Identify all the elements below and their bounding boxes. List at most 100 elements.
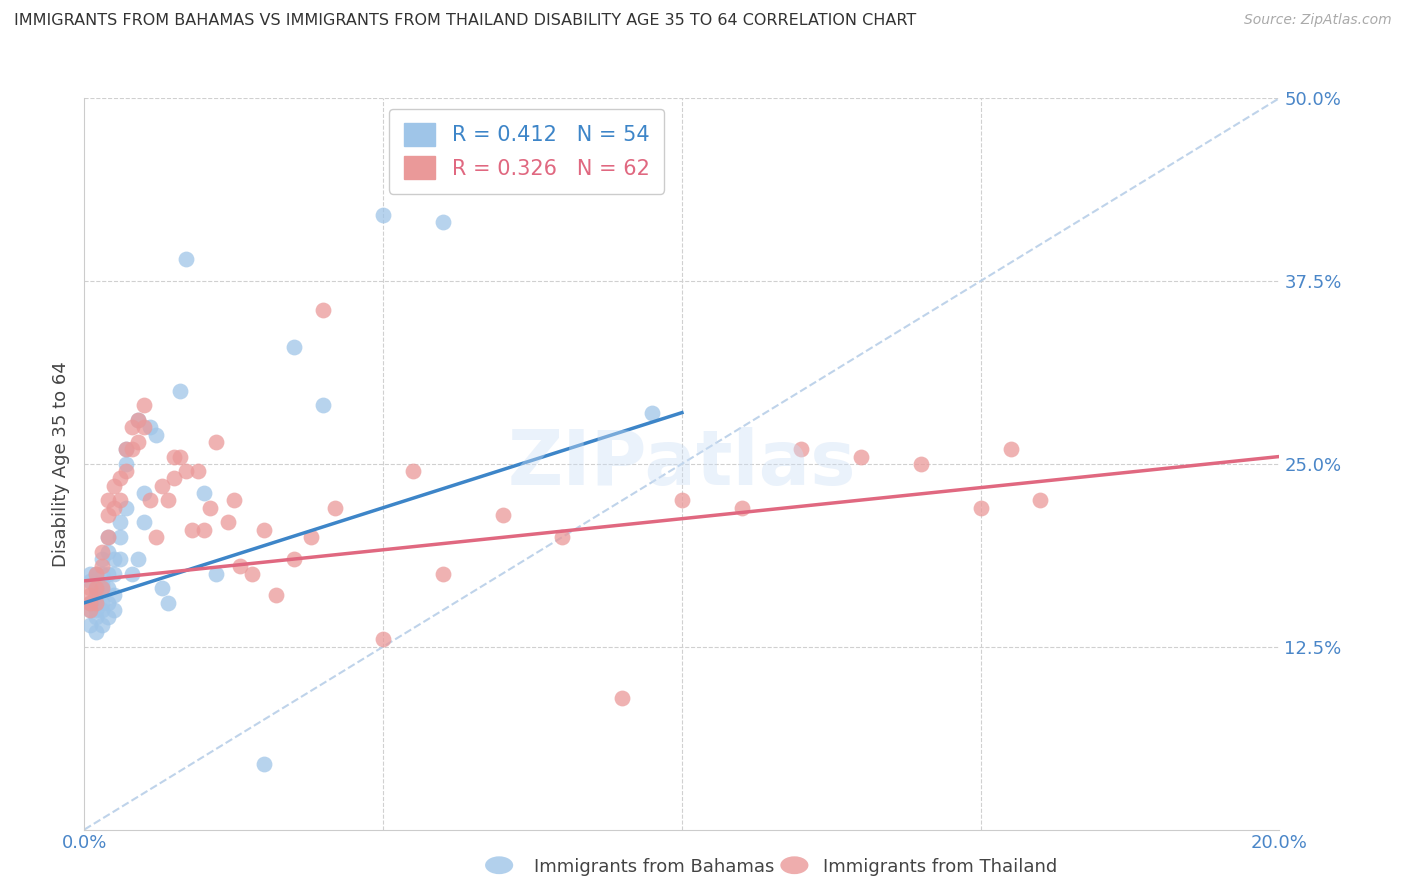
Point <box>121 566 143 581</box>
Point <box>132 398 156 412</box>
Point <box>1000 442 1022 457</box>
Point <box>110 530 132 544</box>
Point <box>264 589 287 603</box>
Point <box>150 581 173 595</box>
Point <box>671 493 693 508</box>
Point <box>91 581 114 595</box>
Text: IMMIGRANTS FROM BAHAMAS VS IMMIGRANTS FROM THAILAND DISABILITY AGE 35 TO 64 CORR: IMMIGRANTS FROM BAHAMAS VS IMMIGRANTS FR… <box>14 13 917 29</box>
Point <box>790 442 813 457</box>
Point <box>86 596 108 610</box>
Point <box>323 500 347 515</box>
Point <box>174 464 197 478</box>
Point <box>103 566 125 581</box>
Point <box>86 581 108 595</box>
Point <box>222 493 245 508</box>
Point <box>79 566 101 581</box>
Point <box>110 493 132 508</box>
Point <box>132 516 156 530</box>
Point <box>86 581 108 595</box>
Point <box>91 552 114 566</box>
Point <box>86 566 108 581</box>
Point <box>610 690 633 705</box>
Point <box>103 500 125 515</box>
Point <box>91 576 114 591</box>
Point <box>127 552 149 566</box>
Point <box>97 544 120 558</box>
Y-axis label: Disability Age 35 to 64: Disability Age 35 to 64 <box>52 361 70 566</box>
Point <box>110 552 132 566</box>
Point <box>193 523 215 537</box>
Point <box>103 479 125 493</box>
Point <box>187 464 209 478</box>
Point <box>91 559 114 574</box>
Point <box>79 617 101 632</box>
Point <box>205 566 228 581</box>
Point <box>312 398 335 412</box>
Point <box>163 471 186 485</box>
Point <box>103 589 125 603</box>
Point <box>157 596 180 610</box>
Point <box>110 516 132 530</box>
Point <box>145 530 167 544</box>
Point <box>402 464 425 478</box>
Legend: R = 0.412   N = 54, R = 0.326   N = 62: R = 0.412 N = 54, R = 0.326 N = 62 <box>389 109 664 194</box>
Point <box>103 603 125 617</box>
Point <box>91 603 114 617</box>
Point <box>97 530 120 544</box>
Point <box>198 500 221 515</box>
Point <box>641 406 664 420</box>
Point <box>551 530 574 544</box>
Point <box>312 303 335 318</box>
Point <box>283 552 305 566</box>
Point <box>283 340 305 354</box>
Point <box>97 530 120 544</box>
Point <box>205 434 228 449</box>
Point <box>127 413 149 427</box>
Point <box>91 596 114 610</box>
Point <box>86 625 108 640</box>
Point <box>97 610 120 624</box>
Point <box>731 500 754 515</box>
Point <box>86 610 108 624</box>
Point <box>139 420 162 434</box>
Point <box>371 632 394 647</box>
Point <box>432 566 454 581</box>
Point <box>169 450 191 464</box>
Point <box>103 552 125 566</box>
Point <box>91 581 114 595</box>
Point <box>253 756 276 771</box>
Point <box>97 566 120 581</box>
Point <box>79 603 101 617</box>
Point <box>79 596 101 610</box>
Point <box>139 493 162 508</box>
Point <box>492 508 515 522</box>
Point <box>970 500 993 515</box>
Point <box>180 523 202 537</box>
Point <box>79 589 101 603</box>
Point <box>150 479 173 493</box>
Point <box>193 486 215 500</box>
Point <box>132 420 156 434</box>
Text: Immigrants from Bahamas: Immigrants from Bahamas <box>534 858 775 876</box>
Point <box>301 530 323 544</box>
Point <box>79 581 101 595</box>
Point <box>110 471 132 485</box>
Point <box>253 523 276 537</box>
Text: Immigrants from Thailand: Immigrants from Thailand <box>823 858 1057 876</box>
Point <box>169 384 191 398</box>
Point <box>86 566 108 581</box>
Point <box>86 589 108 603</box>
Point <box>115 442 138 457</box>
Point <box>371 208 394 222</box>
Point <box>115 500 138 515</box>
Point <box>127 434 149 449</box>
Text: Source: ZipAtlas.com: Source: ZipAtlas.com <box>1244 13 1392 28</box>
Point <box>79 574 101 588</box>
Point <box>217 516 239 530</box>
Point <box>115 464 138 478</box>
Point <box>86 596 108 610</box>
Point <box>86 603 108 617</box>
Point <box>145 427 167 442</box>
Point <box>127 413 149 427</box>
Point <box>174 252 197 266</box>
